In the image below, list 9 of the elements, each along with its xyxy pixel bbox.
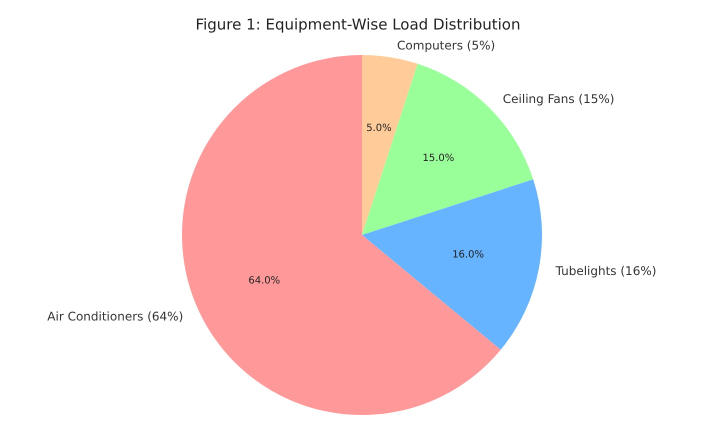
slice-label: Ceiling Fans (15%) xyxy=(502,92,614,106)
chart-title: Figure 1: Equipment-Wise Load Distribution xyxy=(196,16,520,34)
slice-label: Tubelights (16%) xyxy=(554,264,656,278)
slice-label: Computers (5%) xyxy=(397,38,496,52)
data-label: 16.0% xyxy=(452,250,484,261)
data-label: 5.0% xyxy=(366,122,392,134)
data-label: 15.0% xyxy=(422,153,454,164)
data-label: 64.0% xyxy=(248,275,280,286)
slice-label: Air Conditioners (64%) xyxy=(47,310,184,324)
